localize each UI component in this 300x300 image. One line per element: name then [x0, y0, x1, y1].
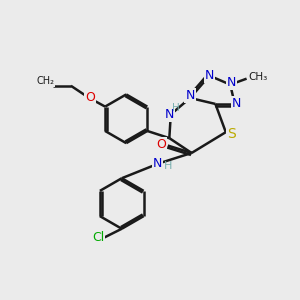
Text: S: S	[227, 127, 236, 141]
Text: H: H	[172, 103, 180, 113]
Text: Cl: Cl	[92, 231, 104, 244]
Text: O: O	[85, 91, 95, 104]
Text: N: N	[227, 76, 236, 89]
Text: CH₃: CH₃	[248, 72, 268, 82]
Text: O: O	[156, 138, 166, 151]
Text: N: N	[185, 89, 195, 102]
Text: N: N	[165, 108, 174, 121]
Text: H: H	[164, 161, 172, 171]
Text: N: N	[232, 98, 241, 110]
Text: N: N	[153, 157, 162, 170]
Text: CH₂: CH₂	[37, 76, 55, 86]
Text: N: N	[205, 69, 214, 82]
